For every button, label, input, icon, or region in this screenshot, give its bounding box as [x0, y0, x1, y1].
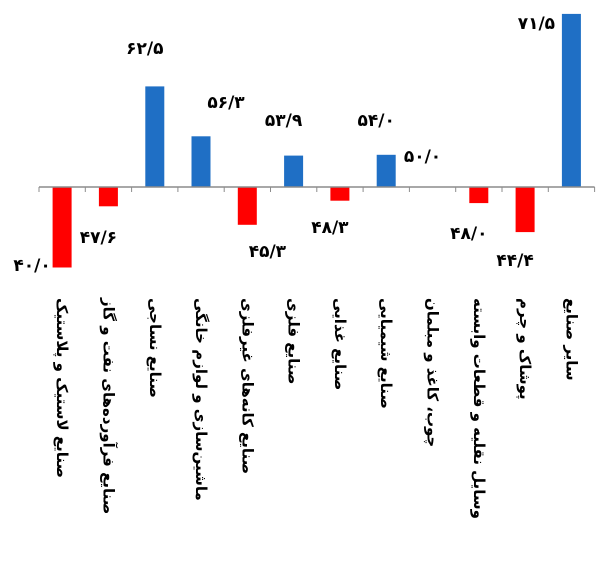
data-label: ۴۸/۳: [311, 218, 349, 238]
bar: [52, 187, 72, 268]
bar: [191, 136, 211, 187]
category-label: صنایع نساجی: [146, 298, 164, 398]
category-label: صنایع لاستیک و پلاستیک: [52, 298, 71, 478]
data-label: ۴۴/۴: [496, 251, 533, 271]
category-label: صنایع فلزی: [285, 298, 303, 384]
category-label: ماشین‌سازی و لوازم خانگی: [192, 298, 210, 501]
data-label: ۵۰/۰: [404, 147, 441, 167]
bars-group: [52, 13, 581, 268]
category-label: صنایع فرآورده‌های نفت و گاز: [99, 297, 117, 514]
data-label: ۴۷/۶: [80, 228, 117, 248]
bar: [330, 187, 350, 201]
data-label: ۴۵/۳: [249, 242, 287, 262]
bar: [376, 154, 396, 187]
bar: [515, 187, 535, 233]
data-label: ۴۸/۰: [450, 224, 487, 244]
bar: [561, 13, 581, 188]
bar: [145, 86, 165, 187]
category-label: صنایع شیمیایی: [377, 298, 395, 409]
category-label: صنایع کانه‌های غیرفلزی: [238, 298, 256, 474]
bar: [284, 155, 304, 187]
data-label: ۴۰/۰: [13, 256, 50, 276]
category-label: سایر صنایع: [562, 298, 580, 381]
bar: [98, 187, 118, 207]
data-label: ۵۶/۳: [207, 93, 245, 113]
data-label: ۷۱/۵: [518, 14, 555, 34]
axis-group: [38, 186, 596, 192]
data-label: ۶۲/۵: [126, 39, 163, 59]
category-label: صنایع غذایی: [331, 298, 349, 390]
value-labels-group: ۴۰/۰ ۴۷/۶ ۶۲/۵ ۵۶/۳ ۴۵/۳ ۵۳/۹ ۴۸/۳ ۵۴/۰ ۵۰/۰ ۴۸/۰…: [13, 14, 555, 276]
bar: [469, 187, 489, 204]
category-label: چوب، کاغذ و مبلمان: [423, 298, 442, 447]
category-labels-group: صنایع لاستیک و پلاستیک صنایع فرآورده‌های …: [52, 297, 580, 519]
bar: [237, 187, 257, 225]
category-label: پوشاک و چرم: [515, 298, 534, 400]
category-label: وسایل نقلیه و قطعات وابسته: [470, 298, 488, 519]
data-label: ۵۴/۰: [358, 111, 395, 131]
data-label: ۵۳/۹: [265, 111, 303, 131]
